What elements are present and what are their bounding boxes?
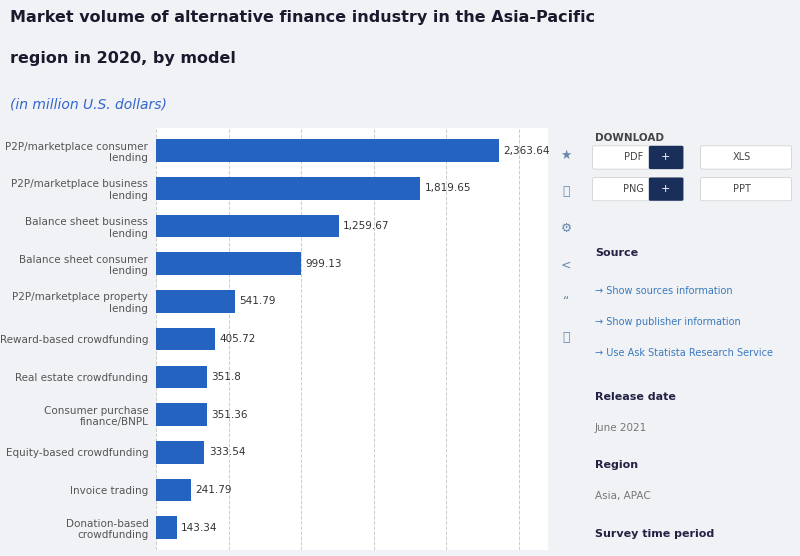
Text: Release date: Release date <box>594 391 676 401</box>
Text: June 2021: June 2021 <box>594 423 647 433</box>
Text: 2,363.64: 2,363.64 <box>503 146 550 156</box>
Text: 1,259.67: 1,259.67 <box>343 221 390 231</box>
Text: → Show publisher information: → Show publisher information <box>594 317 741 327</box>
Text: Source: Source <box>594 249 638 259</box>
Text: 351.36: 351.36 <box>211 410 248 420</box>
Text: +: + <box>661 152 670 162</box>
Text: XLS: XLS <box>733 152 751 162</box>
FancyBboxPatch shape <box>593 177 683 201</box>
Text: → Use Ask Statista Research Service: → Use Ask Statista Research Service <box>594 348 773 358</box>
FancyBboxPatch shape <box>649 146 683 169</box>
Text: → Show sources information: → Show sources information <box>594 286 733 296</box>
Text: PPT: PPT <box>733 184 750 194</box>
Text: Region: Region <box>594 460 638 470</box>
Text: ★: ★ <box>560 149 572 162</box>
Bar <box>156 290 234 312</box>
Text: ⚙: ⚙ <box>560 222 572 235</box>
Bar <box>156 403 207 426</box>
Text: <: < <box>561 258 571 271</box>
Bar <box>156 517 177 539</box>
Text: +: + <box>661 184 670 194</box>
Text: 1,819.65: 1,819.65 <box>425 183 471 193</box>
Text: region in 2020, by model: region in 2020, by model <box>10 51 235 66</box>
Text: 241.79: 241.79 <box>195 485 232 495</box>
FancyBboxPatch shape <box>593 146 683 169</box>
Text: 🔔: 🔔 <box>562 185 570 198</box>
Bar <box>156 139 499 162</box>
Bar <box>156 328 215 350</box>
Text: 333.54: 333.54 <box>209 448 246 458</box>
Bar <box>156 252 301 275</box>
Text: PNG: PNG <box>623 184 644 194</box>
FancyBboxPatch shape <box>701 177 791 201</box>
Bar <box>156 479 191 502</box>
Text: DOWNLOAD: DOWNLOAD <box>594 133 664 143</box>
Text: “: “ <box>563 295 569 307</box>
Text: 999.13: 999.13 <box>306 259 342 269</box>
FancyBboxPatch shape <box>649 177 683 201</box>
Text: (in million U.S. dollars): (in million U.S. dollars) <box>10 98 166 112</box>
FancyBboxPatch shape <box>701 146 791 169</box>
Text: PDF: PDF <box>624 152 643 162</box>
Text: 🖨: 🖨 <box>562 331 570 344</box>
Bar <box>156 366 207 388</box>
Text: 541.79: 541.79 <box>239 296 275 306</box>
Text: 405.72: 405.72 <box>219 334 256 344</box>
Bar <box>156 441 205 464</box>
Text: 143.34: 143.34 <box>181 523 218 533</box>
Text: Market volume of alternative finance industry in the Asia-Pacific: Market volume of alternative finance ind… <box>10 10 594 25</box>
Text: Survey time period: Survey time period <box>594 529 714 539</box>
Bar <box>156 177 420 200</box>
Text: 351.8: 351.8 <box>211 372 242 382</box>
Text: Asia, APAC: Asia, APAC <box>594 492 650 502</box>
Bar <box>156 215 339 237</box>
